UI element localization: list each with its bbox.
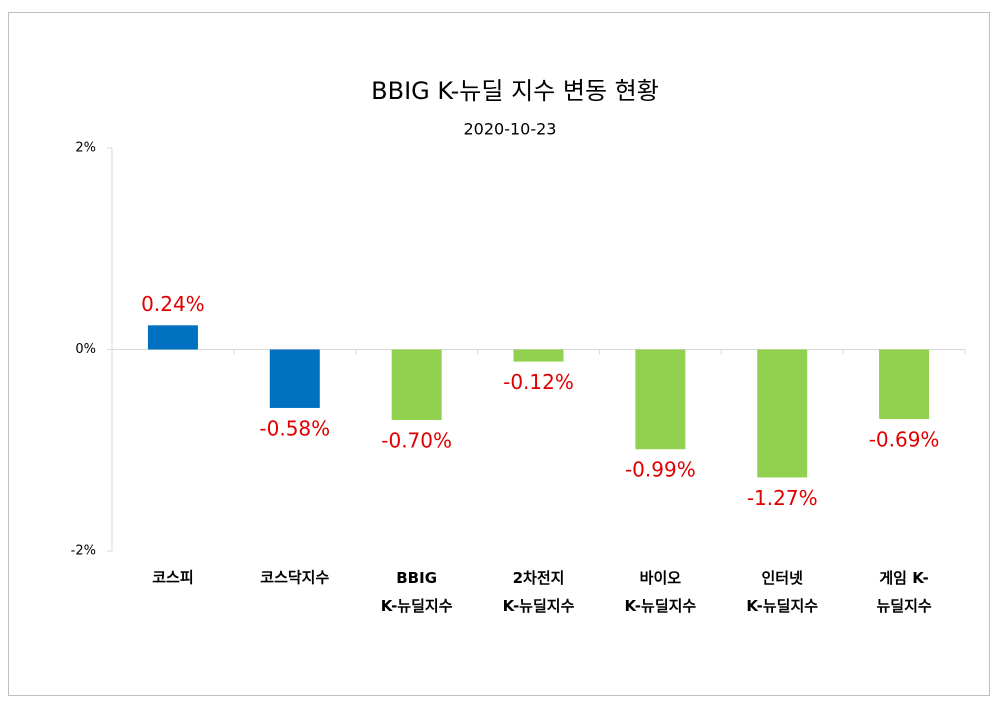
x-tick-label: 인터넷 K-뉴딜지수	[746, 569, 818, 615]
x-tick-label: BBIG K-뉴딜지수	[381, 569, 453, 615]
x-tick-label: 코스피	[152, 569, 193, 587]
x-tick-label: 바이오 K-뉴딜지수	[624, 569, 696, 615]
value-label: 0.24%	[141, 292, 205, 316]
value-label: -0.12%	[503, 370, 574, 394]
y-tick-label: 2%	[75, 141, 96, 156]
chart-frame	[8, 12, 990, 696]
bar	[391, 349, 442, 421]
bar	[147, 325, 198, 350]
bar	[757, 349, 808, 478]
value-label: -0.58%	[259, 416, 330, 440]
bar	[635, 349, 686, 450]
x-tick-label: 2차전지 K-뉴딜지수	[503, 569, 575, 615]
value-label: -0.99%	[625, 458, 696, 482]
value-label: -1.27%	[747, 486, 818, 510]
chart-subtitle: 2020-10-23	[464, 120, 557, 139]
bar	[879, 349, 930, 420]
chart-title: BBIG K-뉴딜 지수 변동 현황	[371, 77, 659, 105]
value-label: -0.69%	[869, 428, 940, 452]
bar	[513, 349, 564, 362]
x-tick-label: 코스닥지수	[260, 569, 329, 587]
value-label: -0.70%	[381, 429, 452, 453]
bar	[269, 349, 320, 408]
y-tick-label: 0%	[75, 342, 96, 357]
x-tick-label: 게임 K-뉴딜지수	[876, 569, 931, 615]
y-tick-label: -2%	[71, 544, 96, 559]
